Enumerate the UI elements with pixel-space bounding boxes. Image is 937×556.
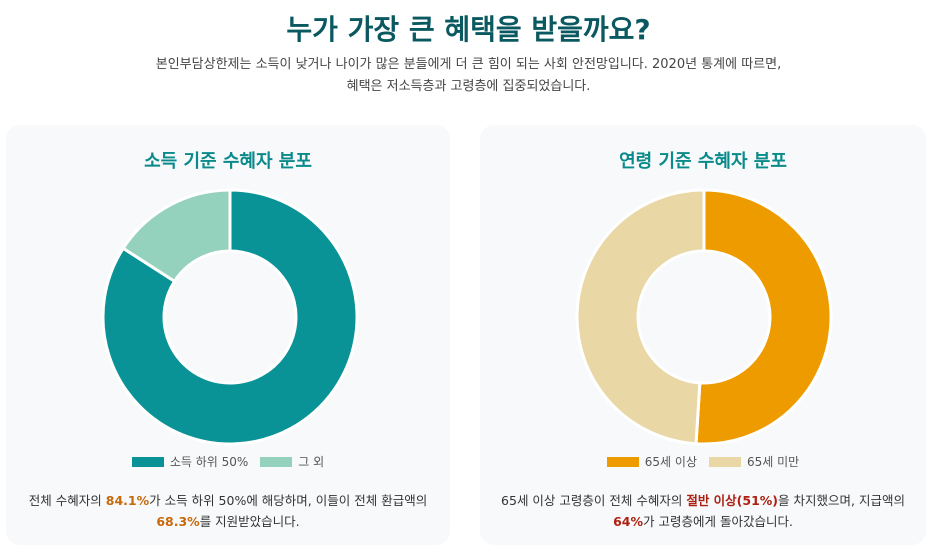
slice-under-65[interactable]	[575, 188, 706, 446]
age-note-highlight-2: 64%	[613, 514, 643, 529]
income-note-text-1: 전체 수혜자의	[28, 493, 106, 508]
legend-label-low-income: 소득 하위 50%	[169, 455, 249, 469]
legend-swatch-under-65	[709, 456, 741, 467]
income-note: 전체 수혜자의 84.1%가 소득 하위 50%에 해당하며, 이들이 전체 환…	[16, 490, 440, 532]
income-note-text-3: 를 지원받았습니다.	[199, 514, 300, 529]
income-note-text-2: 가 소득 하위 50%에 해당하며, 이들이 전체 환급액의	[149, 493, 428, 508]
age-note-highlight-1: 절반 이상(51%)	[686, 493, 779, 508]
description-line-2: 혜택은 저소득층과 고령층에 집중되었습니다.	[346, 79, 591, 94]
income-note-highlight-1: 84.1%	[105, 493, 150, 508]
age-donut-chart	[575, 188, 833, 446]
legend-item-other[interactable]: 그 외	[260, 453, 324, 470]
slice-other[interactable]	[121, 188, 232, 284]
slice-65-plus[interactable]	[694, 188, 833, 446]
income-donut-chart	[101, 188, 359, 446]
income-chart-title: 소득 기준 수혜자 분포	[144, 151, 312, 172]
legend-label-65-plus: 65세 이상	[644, 455, 697, 469]
legend-item-low-income[interactable]: 소득 하위 50%	[131, 453, 249, 470]
income-note-line-2: 68.3%를 지원받았습니다.	[16, 511, 440, 532]
legend-item-under-65[interactable]: 65세 미만	[709, 453, 799, 470]
age-note-text-3: 가 고령층에게 돌아갔습니다.	[643, 514, 793, 529]
age-note: 65세 이상 고령층이 전체 수혜자의 절반 이상(51%)을 차지했으며, 지…	[490, 490, 916, 532]
page-description: 본인부담상한제는 소득이 낮거나 나이가 많은 분들에게 더 큰 힘이 되는 사…	[0, 54, 937, 98]
age-note-line-2: 64%가 고령층에게 돌아갔습니다.	[490, 511, 916, 532]
legend-swatch-low-income	[131, 456, 164, 467]
page-title: 누가 가장 큰 혜택을 받을까요?	[286, 13, 651, 46]
legend-swatch-other	[260, 456, 293, 467]
income-legend: 소득 하위 50% 그 외	[6, 453, 450, 470]
age-chart-title: 연령 기준 수혜자 분포	[619, 151, 787, 172]
income-note-highlight-2: 68.3%	[156, 514, 200, 529]
age-note-text-2: 을 차지했으며, 지급액의	[778, 493, 905, 508]
age-legend: 65세 이상 65세 미만	[480, 453, 926, 470]
description-line-1: 본인부담상한제는 소득이 낮거나 나이가 많은 분들에게 더 큰 힘이 되는 사…	[155, 57, 782, 72]
age-note-text-1: 65세 이상 고령층이 전체 수혜자의	[501, 493, 687, 508]
age-note-line-1: 65세 이상 고령층이 전체 수혜자의 절반 이상(51%)을 차지했으며, 지…	[490, 490, 916, 511]
slice-low-income[interactable]	[101, 188, 359, 446]
legend-item-65-plus[interactable]: 65세 이상	[606, 453, 697, 470]
income-note-line-1: 전체 수혜자의 84.1%가 소득 하위 50%에 해당하며, 이들이 전체 환…	[16, 490, 440, 511]
income-chart-card: 소득 기준 수혜자 분포 소득 하위 50% 그 외 전체 수혜자의 84.1%…	[6, 125, 450, 545]
legend-label-other: 그 외	[298, 455, 325, 469]
legend-label-under-65: 65세 미만	[747, 455, 800, 469]
age-chart-card: 연령 기준 수혜자 분포 65세 이상 65세 미만 65세 이상 고령층이 전…	[480, 125, 926, 545]
legend-swatch-65-plus	[606, 456, 639, 467]
